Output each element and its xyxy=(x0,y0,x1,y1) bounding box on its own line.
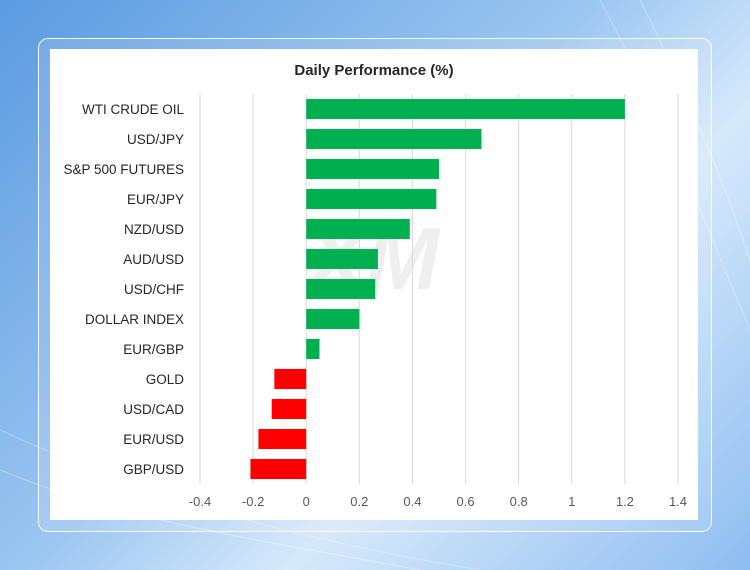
x-tick-label: 0.6 xyxy=(457,494,475,509)
category-label: WTI CRUDE OIL xyxy=(82,102,184,117)
x-tick-label: 0.4 xyxy=(403,494,421,509)
category-label: DOLLAR INDEX xyxy=(85,312,184,327)
bar xyxy=(306,248,378,270)
x-tick-label: 0.2 xyxy=(350,494,368,509)
x-tick-label: 1.4 xyxy=(669,494,687,509)
category-label: AUD/USD xyxy=(123,252,184,267)
category-label: USD/CAD xyxy=(123,402,184,417)
x-tick-label: 1.2 xyxy=(616,494,634,509)
bar xyxy=(306,188,437,210)
bar xyxy=(306,158,439,180)
chart-card: Daily Performance (%) XM -0.4 -0.2 0 0.2 0.4… xyxy=(50,49,698,520)
category-label: GBP/USD xyxy=(123,462,184,477)
bar xyxy=(258,428,307,450)
bar xyxy=(271,398,307,420)
bar xyxy=(306,218,410,240)
category-label: USD/JPY xyxy=(127,132,184,147)
category-label: S&P 500 FUTURES xyxy=(63,162,184,177)
category-label: USD/CHF xyxy=(124,282,184,297)
bar xyxy=(306,308,360,330)
category-label: EUR/USD xyxy=(123,432,184,447)
bar xyxy=(306,278,376,300)
bar xyxy=(306,338,320,360)
category-label: GOLD xyxy=(146,372,185,387)
category-label: EUR/GBP xyxy=(123,342,184,357)
x-tick-label: 0 xyxy=(303,494,310,509)
chart-title: Daily Performance (%) xyxy=(294,62,454,79)
x-tick-label: 1 xyxy=(568,494,575,509)
bar xyxy=(306,98,625,120)
category-label: NZD/USD xyxy=(124,222,184,237)
category-label: EUR/JPY xyxy=(127,192,184,207)
bar xyxy=(250,458,307,480)
x-tick-label: -0.4 xyxy=(189,494,211,509)
x-tick-label: 0.8 xyxy=(510,494,528,509)
x-tick-label: -0.2 xyxy=(242,494,264,509)
bar xyxy=(274,368,307,390)
bar xyxy=(306,128,482,150)
